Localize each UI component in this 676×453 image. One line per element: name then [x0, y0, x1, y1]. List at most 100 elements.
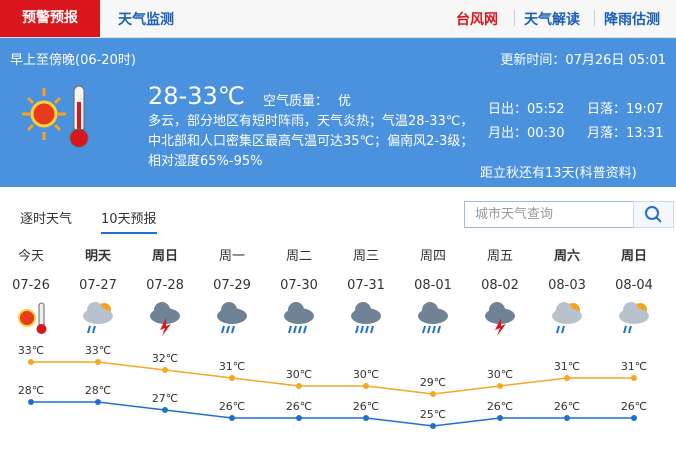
- date: 07-31: [347, 278, 385, 293]
- temperature-label: 30℃: [353, 368, 379, 381]
- temperature-label: 26℃: [487, 400, 513, 413]
- temperature-point: [363, 383, 369, 389]
- weather-icon: [18, 302, 47, 334]
- search-button[interactable]: [633, 201, 674, 228]
- weather-icon: [150, 302, 180, 336]
- current-panel: 早上至傍晚(06-20时) 更新时间：07月26日 05:01 28-33℃ 空…: [0, 38, 676, 187]
- temperature-point: [430, 423, 436, 429]
- nav-link[interactable]: 天气解读: [524, 12, 580, 28]
- raindrop: [221, 325, 225, 334]
- weather-icon: [485, 302, 515, 336]
- period: 早上至傍晚(06-20时): [10, 53, 136, 68]
- air-quality: 优: [338, 94, 352, 109]
- lightning: [160, 318, 171, 336]
- raindrop: [365, 325, 369, 334]
- weekday: 周一: [219, 249, 245, 264]
- raindrop: [293, 325, 297, 334]
- temperature-point: [95, 399, 101, 405]
- forecast-chart: 今天 07-26 明天 07-27 周日 07-28 周一 07-29 周二 07-30 周三 07-…: [12, 248, 653, 429]
- raindrop: [360, 325, 364, 334]
- temperature-point: [564, 375, 570, 381]
- lightning: [495, 318, 506, 336]
- raindrop: [623, 325, 627, 334]
- date: 08-02: [481, 278, 519, 293]
- weather-icon: [351, 302, 381, 334]
- weather-icon: [418, 302, 448, 334]
- temperature-label: 32℃: [152, 352, 178, 365]
- raindrop: [298, 325, 302, 334]
- thermometer: [38, 302, 45, 328]
- forecast-tab[interactable]: 逐时天气: [20, 212, 73, 227]
- cloud: [489, 302, 505, 318]
- temperature-label: 26℃: [621, 400, 647, 413]
- raindrop: [87, 325, 91, 334]
- temperature-point: [229, 415, 235, 421]
- nav-tab[interactable]: 预警预报: [0, 0, 100, 37]
- raindrop: [231, 325, 235, 334]
- moonset: 月落：13:31: [587, 126, 664, 141]
- notice[interactable]: 距立秋还有13天(科普资料): [480, 166, 637, 181]
- date: 07-29: [213, 278, 251, 293]
- temperature-point: [296, 415, 302, 421]
- weekday: 周五: [487, 249, 513, 264]
- sunset: 日落：19:07: [587, 102, 664, 117]
- temperature-point: [564, 415, 570, 421]
- weather-icon: [217, 302, 247, 334]
- updated-time: 更新时间：07月26日 05:01: [500, 53, 666, 68]
- temperature: 28-33℃: [148, 82, 245, 110]
- raindrop: [92, 325, 96, 334]
- raindrop: [303, 325, 307, 334]
- raindrop: [432, 325, 436, 334]
- temperature-label: 30℃: [286, 368, 312, 381]
- nav-link[interactable]: 台风网: [456, 12, 498, 28]
- temperature-label: 31℃: [554, 360, 580, 373]
- temperature-label: 26℃: [286, 400, 312, 413]
- cloud: [556, 302, 572, 318]
- weather-icon: [552, 302, 582, 334]
- temperature-label: 33℃: [85, 344, 111, 357]
- sun: [18, 309, 36, 327]
- thermometer-bulb: [36, 324, 47, 334]
- raindrop: [422, 325, 426, 334]
- temperature-point: [162, 367, 168, 373]
- date: 07-28: [146, 278, 184, 293]
- temperature-point: [497, 383, 503, 389]
- temperature-point: [229, 375, 235, 381]
- temperature-label: 28℃: [18, 384, 44, 397]
- temperature-point: [296, 383, 302, 389]
- weekday: 明天: [85, 249, 112, 264]
- raindrop: [226, 325, 230, 334]
- temperature-point: [631, 375, 637, 381]
- raindrop: [370, 325, 374, 334]
- weather-icon: [284, 302, 314, 334]
- temperature-label: 28℃: [85, 384, 111, 397]
- nav-link[interactable]: 降雨估测: [604, 12, 660, 28]
- temperature-point: [631, 415, 637, 421]
- raindrop: [355, 325, 359, 334]
- weather-icon: [619, 302, 649, 334]
- cloud: [154, 302, 170, 318]
- temperature-point: [363, 415, 369, 421]
- temperature-line: [31, 401, 634, 427]
- weekday: 周四: [420, 249, 446, 264]
- date: 08-01: [414, 278, 452, 293]
- temperature-label: 33℃: [18, 344, 44, 357]
- cloud: [355, 302, 371, 318]
- cloud: [623, 302, 639, 318]
- nav-tab[interactable]: 天气监测: [118, 12, 174, 28]
- temperature-point: [430, 391, 436, 397]
- weather-icon: [22, 85, 89, 148]
- temperature-label: 25℃: [420, 408, 446, 421]
- temperature-point: [162, 407, 168, 413]
- forecast-tab[interactable]: 10天预报: [101, 208, 157, 234]
- raindrop: [437, 325, 441, 334]
- cloud: [288, 302, 304, 318]
- date: 07-27: [79, 278, 117, 293]
- weather-icon: [83, 302, 113, 334]
- date: 08-04: [615, 278, 653, 293]
- cloud: [87, 302, 103, 318]
- temperature-label: 27℃: [152, 392, 178, 405]
- weekday: 今天: [18, 248, 44, 264]
- raindrop: [288, 325, 292, 334]
